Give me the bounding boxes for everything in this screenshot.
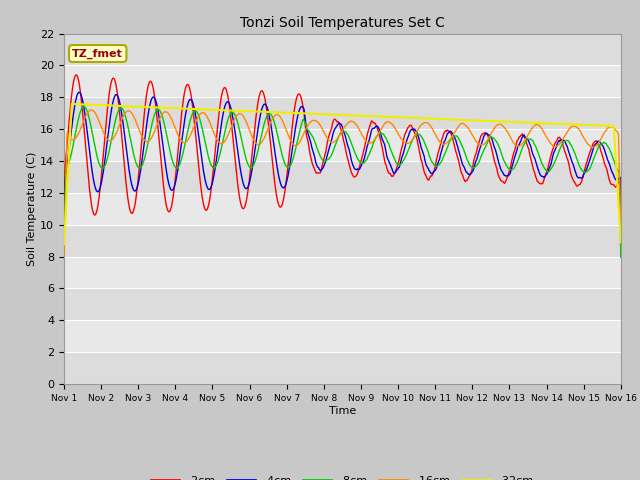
Bar <box>64 352 621 384</box>
Bar <box>64 320 621 352</box>
Bar <box>64 257 621 288</box>
Bar <box>64 34 621 65</box>
Bar <box>64 97 621 129</box>
Bar <box>64 288 621 320</box>
Title: Tonzi Soil Temperatures Set C: Tonzi Soil Temperatures Set C <box>240 16 445 30</box>
Bar <box>64 65 621 97</box>
Y-axis label: Soil Temperature (C): Soil Temperature (C) <box>28 152 37 266</box>
Text: TZ_fmet: TZ_fmet <box>72 48 123 59</box>
X-axis label: Time: Time <box>329 406 356 416</box>
Bar <box>64 193 621 225</box>
Bar <box>64 225 621 257</box>
Bar <box>64 129 621 161</box>
Bar <box>64 2 621 34</box>
Legend: -2cm, -4cm, -8cm, -16cm, -32cm: -2cm, -4cm, -8cm, -16cm, -32cm <box>147 472 538 480</box>
Bar <box>64 161 621 193</box>
